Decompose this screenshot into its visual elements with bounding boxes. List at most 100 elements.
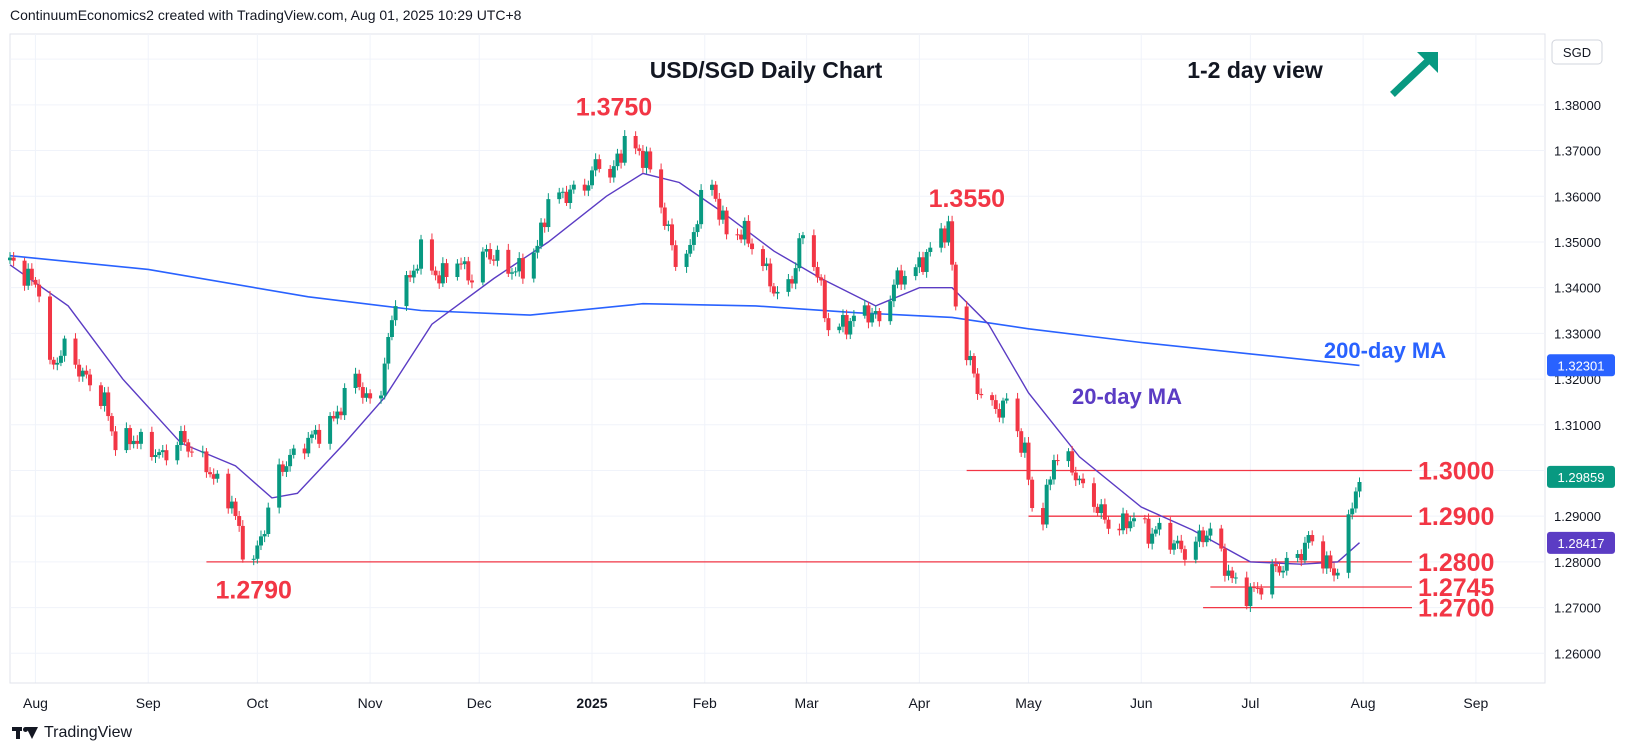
candle bbox=[1197, 524, 1202, 548]
candle-body bbox=[942, 228, 947, 243]
candle bbox=[1350, 502, 1355, 520]
candle bbox=[844, 309, 849, 340]
candle bbox=[1124, 510, 1129, 535]
candle bbox=[84, 365, 89, 379]
candle bbox=[1281, 565, 1286, 579]
candle-body bbox=[950, 221, 955, 265]
candle-body bbox=[866, 305, 871, 323]
candle bbox=[258, 530, 263, 551]
candle bbox=[353, 367, 358, 394]
candle bbox=[619, 149, 624, 169]
candle-body bbox=[149, 431, 154, 458]
candle bbox=[88, 368, 93, 392]
annotation-label: 1.3750 bbox=[576, 94, 652, 122]
candle bbox=[946, 215, 951, 246]
candle-body bbox=[1095, 506, 1100, 514]
candle-body bbox=[1019, 431, 1024, 453]
candle-body bbox=[695, 224, 700, 233]
candle-body bbox=[968, 355, 973, 361]
candle-body bbox=[1230, 570, 1235, 579]
ma200-line bbox=[9, 254, 1360, 367]
candle-body bbox=[1222, 548, 1227, 576]
candle-body bbox=[1091, 483, 1096, 507]
candle bbox=[1102, 498, 1107, 524]
candle-body bbox=[491, 259, 496, 261]
candle bbox=[288, 449, 293, 472]
y-tick-label: 1.34000 bbox=[1554, 281, 1601, 296]
candle-body bbox=[670, 224, 675, 246]
candle bbox=[1248, 583, 1253, 613]
candle-body bbox=[1131, 518, 1136, 522]
candle-body bbox=[466, 261, 471, 281]
candle-body bbox=[455, 263, 460, 277]
candle-body bbox=[1157, 522, 1162, 530]
candle-body bbox=[535, 245, 540, 253]
candle bbox=[764, 257, 769, 271]
candle bbox=[1295, 550, 1300, 563]
currency-label: SGD bbox=[1563, 45, 1591, 60]
candle-body bbox=[1022, 442, 1027, 453]
candle bbox=[26, 263, 31, 290]
candle bbox=[695, 220, 700, 237]
candle-body bbox=[1324, 555, 1329, 569]
candle bbox=[251, 555, 256, 566]
candle-body bbox=[444, 263, 449, 277]
candle bbox=[684, 249, 689, 273]
candle bbox=[466, 256, 471, 285]
candle-body bbox=[404, 275, 409, 307]
candle-body bbox=[979, 393, 984, 396]
candle-body bbox=[128, 428, 133, 445]
candle-body bbox=[768, 263, 773, 287]
axes: 1.260001.270001.280001.290001.300001.310… bbox=[10, 39, 1615, 711]
candle bbox=[175, 441, 180, 465]
candle-body bbox=[975, 373, 980, 394]
candle-body bbox=[429, 239, 434, 271]
candle bbox=[1357, 477, 1362, 498]
candle-body bbox=[288, 454, 293, 467]
candle bbox=[462, 256, 467, 270]
candle bbox=[98, 382, 103, 410]
candle-body bbox=[415, 268, 420, 271]
candle bbox=[1099, 499, 1104, 519]
candle bbox=[160, 444, 165, 458]
candle-body bbox=[51, 359, 56, 365]
candle-body bbox=[815, 267, 820, 278]
candle-body bbox=[1335, 572, 1340, 576]
candle bbox=[215, 470, 220, 483]
candle bbox=[309, 430, 314, 444]
candle bbox=[902, 270, 907, 290]
candle-body bbox=[619, 153, 624, 163]
candle bbox=[746, 215, 751, 248]
candle bbox=[971, 353, 976, 378]
candle-body bbox=[750, 243, 755, 250]
y-tick-label: 1.28000 bbox=[1554, 555, 1601, 570]
candle bbox=[1252, 582, 1257, 592]
candle bbox=[611, 160, 616, 183]
candle bbox=[389, 315, 394, 341]
candle bbox=[953, 261, 958, 311]
candle bbox=[306, 431, 311, 457]
candle-body bbox=[1310, 535, 1315, 542]
candle-body bbox=[1073, 472, 1078, 481]
candle-body bbox=[1252, 586, 1257, 589]
candle bbox=[557, 187, 562, 204]
candle bbox=[1055, 454, 1060, 466]
candle-body bbox=[1099, 504, 1104, 514]
candle bbox=[455, 259, 460, 281]
candle-body bbox=[1226, 570, 1231, 576]
candle-body bbox=[204, 451, 209, 473]
candle bbox=[1030, 476, 1035, 512]
candle-body bbox=[1004, 398, 1009, 401]
candle bbox=[811, 229, 816, 271]
candle bbox=[760, 245, 765, 272]
candle bbox=[342, 383, 347, 421]
candle bbox=[564, 185, 569, 206]
candle-body bbox=[811, 235, 816, 268]
candle-body bbox=[309, 434, 314, 438]
candle bbox=[302, 443, 307, 460]
candle-body bbox=[539, 222, 544, 246]
y-tick-label: 1.31000 bbox=[1554, 418, 1601, 433]
candle-body bbox=[1204, 535, 1209, 543]
candle bbox=[586, 180, 591, 197]
